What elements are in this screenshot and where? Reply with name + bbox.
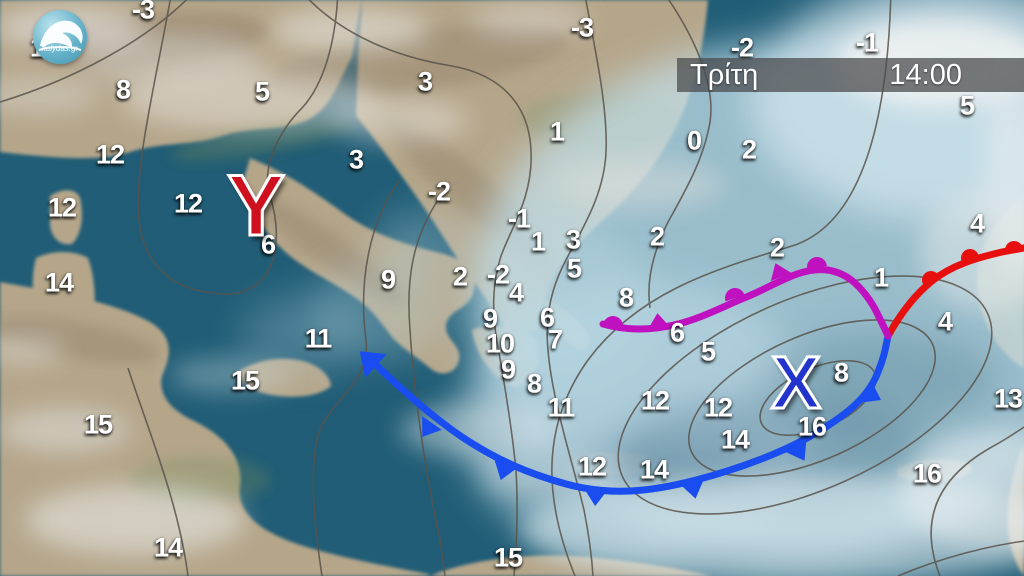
low-pressure-marker: X <box>770 344 822 421</box>
isobar-line <box>408 199 446 576</box>
isobar-line <box>648 0 712 309</box>
cold-front-teeth <box>359 351 882 506</box>
isobar-ring <box>617 275 993 515</box>
land-corsica <box>50 190 82 245</box>
isobar-line <box>930 426 1024 576</box>
warm-front-bumps <box>922 241 1023 286</box>
day-label: Τρίτη <box>690 58 759 91</box>
isobar-line <box>127 367 189 576</box>
isobar-line <box>546 0 607 576</box>
front-layer <box>359 241 1024 506</box>
time-label: 14:00 <box>889 58 962 91</box>
high-pressure-letter: Y <box>226 158 286 254</box>
isobar-ring <box>688 319 936 477</box>
low-pressure-letter: X <box>770 341 822 424</box>
wave-icon <box>38 20 83 51</box>
header-bar: Τρίτη 14:00 <box>677 58 1024 92</box>
logo-text: kolydas.gr <box>41 44 79 53</box>
isobar-line <box>897 540 1024 576</box>
isobar-line <box>0 0 188 103</box>
isobar-line <box>137 0 339 295</box>
isobar-line <box>312 179 401 576</box>
occluded-front-line <box>599 266 892 340</box>
isobar-line <box>551 0 892 576</box>
logo-badge: kolydas.gr <box>33 10 87 64</box>
occluded-front-marks <box>603 257 827 330</box>
high-pressure-marker: Y <box>226 162 286 251</box>
